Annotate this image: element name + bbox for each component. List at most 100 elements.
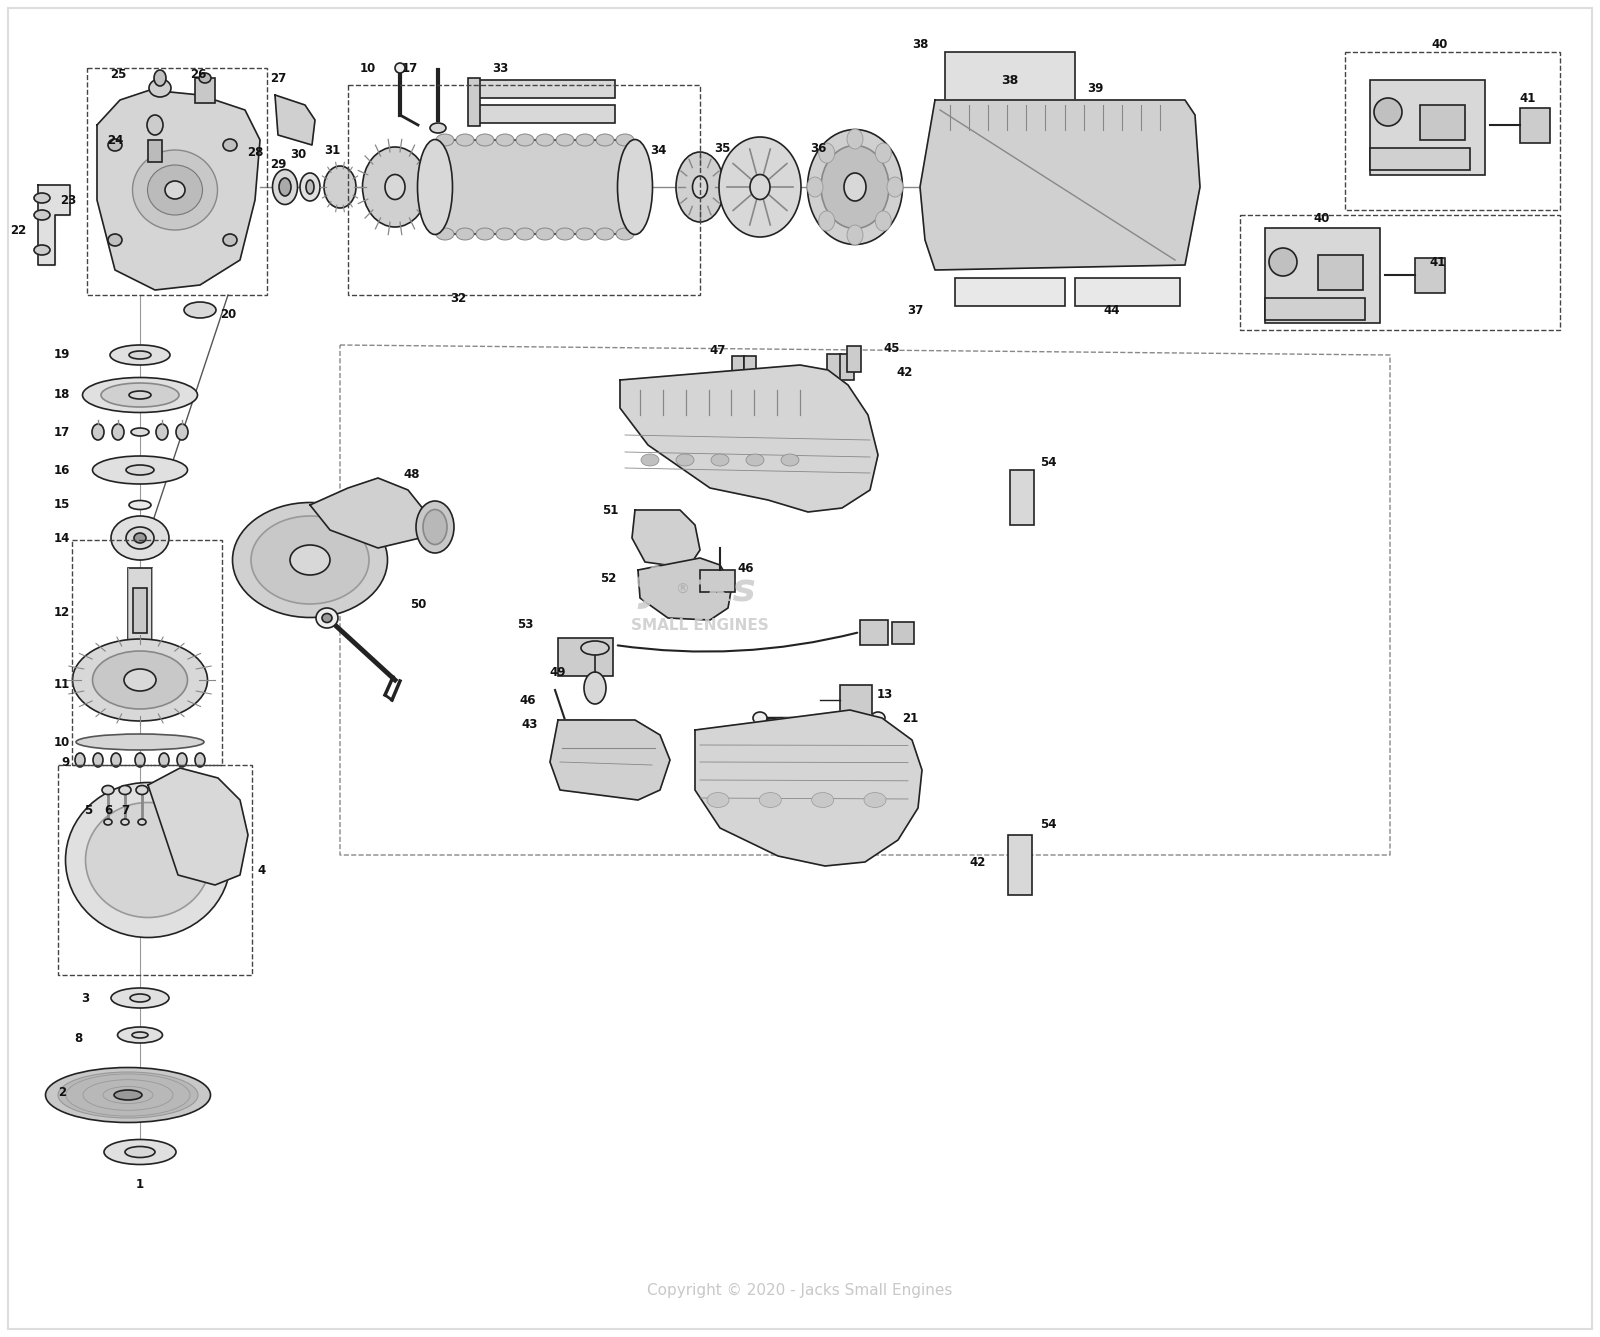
Ellipse shape [317,608,338,628]
Ellipse shape [222,234,237,246]
Ellipse shape [104,820,112,825]
Text: 50: 50 [410,599,426,611]
Ellipse shape [125,1147,155,1158]
Text: 38: 38 [912,39,928,52]
Bar [195,78,214,103]
Ellipse shape [557,229,574,241]
Ellipse shape [306,180,314,194]
Text: 52: 52 [600,571,616,584]
Ellipse shape [272,170,298,205]
Text: 26: 26 [190,68,206,82]
Ellipse shape [133,150,218,230]
Ellipse shape [477,229,494,241]
Ellipse shape [718,136,802,237]
Ellipse shape [422,509,446,544]
Ellipse shape [781,455,798,467]
Ellipse shape [819,143,835,163]
Ellipse shape [165,180,186,199]
Ellipse shape [158,753,170,767]
Ellipse shape [34,193,50,203]
Ellipse shape [104,1139,176,1165]
Polygon shape [694,710,922,866]
Ellipse shape [251,516,370,604]
Ellipse shape [117,1027,163,1043]
Bar [893,622,914,644]
Bar [1520,108,1550,143]
Ellipse shape [45,1067,211,1123]
Polygon shape [435,140,635,234]
Text: 54: 54 [1040,456,1056,468]
Ellipse shape [122,820,130,825]
Bar [467,78,480,126]
Text: 39: 39 [1086,82,1102,95]
Bar [558,638,613,677]
Bar [1370,148,1470,170]
Text: 28: 28 [246,146,262,159]
Text: 21: 21 [902,711,918,725]
Ellipse shape [130,352,150,360]
Ellipse shape [184,302,216,318]
Polygon shape [638,558,733,620]
Ellipse shape [363,147,427,227]
Bar [72,540,222,765]
Ellipse shape [118,786,131,794]
Ellipse shape [110,988,170,1008]
Ellipse shape [278,178,291,197]
Ellipse shape [154,70,166,86]
Text: 31: 31 [323,143,341,156]
Bar [733,356,744,380]
Ellipse shape [875,211,891,231]
Ellipse shape [322,614,333,623]
Ellipse shape [138,820,146,825]
Text: 5: 5 [83,804,93,817]
Ellipse shape [875,143,891,163]
Ellipse shape [456,134,474,146]
Ellipse shape [110,753,122,767]
Text: 46: 46 [520,694,536,706]
Text: 40: 40 [1432,39,1448,52]
Ellipse shape [93,424,104,440]
Text: 8: 8 [74,1032,82,1044]
Text: 15: 15 [54,499,70,512]
Ellipse shape [864,793,886,808]
Ellipse shape [710,455,730,467]
Text: 18: 18 [54,389,70,401]
Ellipse shape [109,234,122,246]
Ellipse shape [112,424,125,440]
Bar [946,52,1075,110]
Text: SMALL ENGINES: SMALL ENGINES [630,618,770,632]
Ellipse shape [134,753,146,767]
Polygon shape [621,365,878,512]
Text: 20: 20 [219,309,237,321]
Text: 19: 19 [54,349,70,361]
Ellipse shape [83,377,197,413]
Polygon shape [147,767,248,885]
Text: 42: 42 [898,365,914,378]
Text: 29: 29 [270,159,286,171]
Ellipse shape [93,753,102,767]
Ellipse shape [34,210,50,221]
Bar [840,685,872,723]
Ellipse shape [125,668,157,691]
Text: 16: 16 [54,464,70,476]
Text: 47: 47 [710,344,726,357]
Ellipse shape [557,134,574,146]
Ellipse shape [846,128,862,148]
Ellipse shape [198,74,211,83]
Ellipse shape [85,802,211,917]
Ellipse shape [131,428,149,436]
Ellipse shape [131,1032,147,1038]
Text: 24: 24 [107,134,123,147]
Text: 34: 34 [650,143,666,156]
Ellipse shape [58,1072,198,1118]
Bar [565,721,603,775]
Bar [701,570,734,592]
Ellipse shape [806,176,822,197]
Text: ❀: ❀ [634,562,677,614]
Ellipse shape [618,139,653,234]
Text: 7: 7 [122,804,130,817]
Ellipse shape [819,211,835,231]
Text: 44: 44 [1104,303,1120,317]
Text: 23: 23 [59,194,77,206]
Ellipse shape [581,640,610,655]
